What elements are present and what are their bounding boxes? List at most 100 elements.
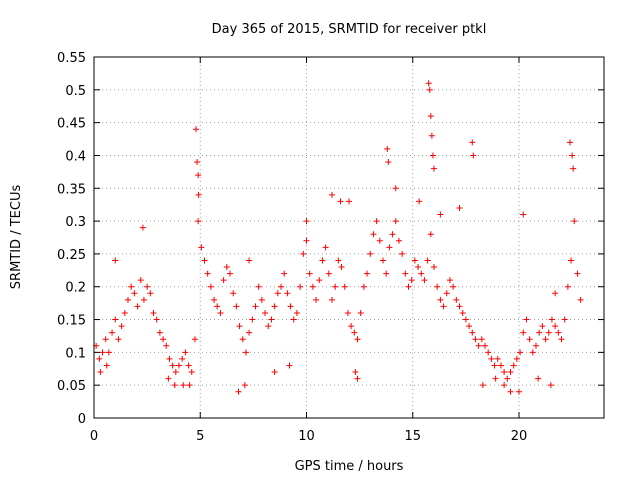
y-tick-label: 0.35	[57, 182, 86, 197]
data-point	[103, 362, 110, 369]
data-point	[450, 283, 457, 290]
data-point	[102, 336, 109, 343]
data-point	[429, 152, 436, 159]
data-point	[194, 159, 201, 166]
data-point	[416, 198, 423, 205]
data-point	[475, 342, 482, 349]
data-point	[529, 349, 536, 356]
x-tick-label: 10	[298, 429, 315, 444]
data-point	[428, 132, 435, 139]
y-tick-label: 0.5	[65, 84, 86, 99]
data-point	[319, 257, 326, 264]
data-point	[128, 283, 135, 290]
data-point	[364, 270, 371, 277]
data-point	[548, 316, 555, 323]
data-point	[147, 290, 154, 297]
data-point	[395, 237, 402, 244]
data-point	[112, 257, 119, 264]
data-point	[380, 257, 386, 264]
y-tick-label: 0.15	[57, 314, 86, 329]
data-point	[115, 336, 122, 343]
x-tick-label: 20	[511, 429, 528, 444]
data-point	[440, 303, 447, 310]
data-point	[443, 290, 450, 297]
data-point	[163, 342, 170, 349]
data-point	[337, 198, 344, 205]
data-point	[547, 382, 554, 389]
data-point	[171, 382, 178, 389]
data-point	[510, 362, 517, 369]
data-point	[539, 323, 546, 330]
axis-ticks: 0 0.05 0.1 0.15 0.2 0.25 0.3 0.35 0.4 0.45 0.5 0.55…	[57, 51, 604, 444]
data-point	[306, 270, 313, 277]
data-point	[109, 329, 116, 336]
data-point	[437, 211, 444, 218]
data-point	[533, 342, 539, 349]
data-point	[577, 296, 584, 303]
data-point	[389, 231, 396, 238]
data-point	[558, 336, 565, 343]
data-point	[469, 139, 476, 146]
data-point	[354, 375, 361, 382]
data-point	[348, 323, 355, 330]
data-point	[571, 218, 578, 225]
data-point	[211, 296, 218, 303]
data-point	[332, 283, 339, 290]
data-point	[552, 290, 559, 297]
data-point	[459, 309, 466, 316]
data-point	[271, 303, 278, 310]
data-point	[504, 375, 511, 382]
data-point	[207, 283, 214, 290]
data-point	[235, 388, 242, 395]
data-point	[258, 296, 265, 303]
data-point	[176, 362, 182, 369]
data-point	[322, 244, 329, 251]
data-point	[195, 191, 202, 198]
data-point	[352, 369, 359, 376]
data-point	[172, 369, 179, 376]
data-point	[156, 329, 163, 336]
data-point	[150, 309, 157, 316]
data-point	[182, 349, 189, 356]
data-point	[112, 316, 119, 323]
data-point	[488, 355, 495, 362]
data-point	[335, 257, 342, 264]
data-point	[513, 355, 520, 362]
data-point	[367, 250, 374, 257]
data-point	[137, 277, 144, 284]
data-point	[268, 316, 275, 323]
data-point	[357, 309, 364, 316]
data-point	[284, 290, 291, 297]
data-point	[478, 336, 485, 343]
data-points	[93, 80, 584, 395]
data-point	[188, 369, 195, 376]
data-point	[517, 349, 524, 356]
data-point	[427, 231, 434, 238]
data-point	[570, 165, 577, 172]
data-point	[392, 185, 399, 192]
data-point	[297, 283, 304, 290]
data-point	[140, 296, 147, 303]
data-point	[166, 355, 173, 362]
data-point	[227, 270, 233, 277]
data-point	[431, 165, 437, 172]
data-point	[313, 296, 320, 303]
data-point	[293, 309, 300, 316]
data-point	[536, 329, 543, 336]
data-point	[370, 231, 377, 238]
data-point	[255, 283, 262, 290]
data-point	[287, 303, 294, 310]
data-point	[195, 172, 202, 179]
data-point	[341, 283, 348, 290]
y-tick-label: 0.1	[65, 346, 86, 361]
data-point	[405, 283, 412, 290]
data-point	[325, 270, 332, 277]
data-point	[290, 316, 297, 323]
data-point	[96, 355, 103, 362]
data-point	[195, 218, 202, 225]
data-point	[252, 303, 259, 310]
data-point	[494, 355, 501, 362]
data-point	[220, 277, 227, 284]
data-point	[354, 336, 361, 343]
